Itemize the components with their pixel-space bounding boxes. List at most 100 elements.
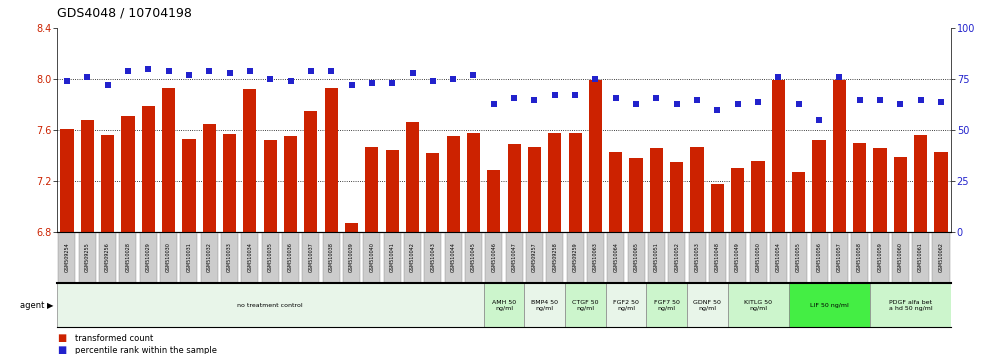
Bar [649,148,663,232]
Bar [731,168,744,232]
Point [608,95,623,101]
Text: GDNF 50
ng/ml: GDNF 50 ng/ml [693,300,721,311]
Bar [770,232,787,283]
Bar [101,135,115,232]
Bar [792,172,806,232]
Bar [366,147,378,232]
Text: GSM510052: GSM510052 [674,242,679,273]
Bar [528,147,541,232]
Text: GSM510036: GSM510036 [288,242,293,273]
Point [181,72,197,78]
Point [201,68,217,74]
Text: GSM509256: GSM509256 [106,242,111,273]
Point [771,74,787,80]
Point [547,93,563,98]
Point [750,99,766,104]
Bar [548,133,562,232]
Text: GSM510058: GSM510058 [858,242,863,273]
Bar [709,232,726,283]
Text: GSM510040: GSM510040 [370,242,374,273]
Bar [122,116,134,232]
Text: GSM510044: GSM510044 [450,242,455,273]
Point [221,70,237,76]
Text: GSM510041: GSM510041 [389,242,394,273]
Bar [467,133,480,232]
Text: GSM510054: GSM510054 [776,242,781,273]
Bar [790,232,808,283]
Bar [587,232,604,283]
Bar [241,232,258,283]
Point [689,97,705,102]
Bar [606,283,646,327]
Point [648,95,664,101]
Text: GSM510059: GSM510059 [877,242,882,273]
Point [425,79,441,84]
Bar [608,232,624,283]
Bar [687,283,727,327]
Text: GSM510033: GSM510033 [227,242,232,273]
Point [912,97,928,102]
Bar [688,232,705,283]
Bar [221,232,238,283]
Bar [162,88,175,232]
Text: GSM510028: GSM510028 [125,242,130,273]
Bar [668,232,685,283]
Point [404,70,420,76]
Point [832,74,848,80]
Bar [873,148,886,232]
Bar [446,136,460,232]
Text: GSM509255: GSM509255 [85,242,90,273]
Bar [57,283,484,327]
Bar [690,147,704,232]
Point [445,76,461,82]
Point [933,99,949,104]
Point [852,97,868,102]
Text: no treatment control: no treatment control [237,303,303,308]
Point [344,82,360,88]
Text: agent ▶: agent ▶ [20,301,54,310]
Bar [424,232,441,283]
Point [668,101,684,107]
Bar [569,133,582,232]
Text: GSM510031: GSM510031 [186,242,191,273]
Bar [647,232,665,283]
Point [283,79,299,84]
Text: GSM510061: GSM510061 [918,242,923,273]
Bar [364,232,380,283]
Point [628,101,644,107]
Bar [385,150,398,232]
Text: GSM509258: GSM509258 [553,242,558,273]
Text: GSM510053: GSM510053 [694,242,699,273]
Text: GSM509257: GSM509257 [532,242,537,273]
Bar [120,232,136,283]
Bar [508,144,521,232]
Bar [506,232,523,283]
Bar [383,232,400,283]
Bar [811,232,828,283]
Bar [444,232,462,283]
Text: AMH 50
ng/ml: AMH 50 ng/ml [492,300,516,311]
Bar [282,232,299,283]
Bar [872,232,888,283]
Bar [813,140,826,232]
Text: GSM510029: GSM510029 [145,242,150,273]
Point [506,95,522,101]
Point [303,68,319,74]
Bar [485,232,502,283]
Bar [789,283,870,327]
Bar [202,124,216,232]
Text: transformed count: transformed count [75,333,153,343]
Text: GSM510049: GSM510049 [735,242,740,273]
Bar [546,232,564,283]
Text: GDS4048 / 10704198: GDS4048 / 10704198 [57,6,191,19]
Point [80,74,96,80]
Text: GSM510030: GSM510030 [166,242,171,273]
Text: GSM510065: GSM510065 [633,242,638,273]
Bar [627,232,644,283]
Bar [565,283,606,327]
Text: GSM510050: GSM510050 [756,242,761,273]
Bar [870,283,951,327]
Text: CTGF 50
ng/ml: CTGF 50 ng/ml [572,300,599,311]
Bar [304,111,318,232]
Bar [484,283,524,327]
